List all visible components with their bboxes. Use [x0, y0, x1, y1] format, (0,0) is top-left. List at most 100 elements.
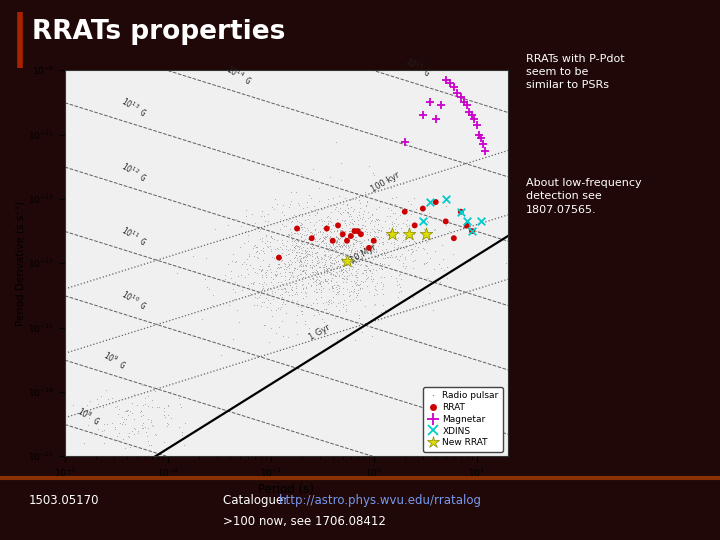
Point: [136, 421, 148, 429]
Point: [399, 137, 410, 146]
Point: [250, 289, 261, 298]
Point: [359, 261, 371, 269]
Point: [344, 210, 356, 219]
Point: [353, 237, 364, 245]
Point: [305, 228, 317, 237]
Point: [351, 235, 362, 244]
Point: [397, 231, 409, 240]
Point: [323, 268, 335, 277]
Point: [369, 237, 381, 246]
Point: [266, 247, 277, 255]
Point: [346, 247, 357, 255]
Point: [289, 246, 300, 255]
Point: [392, 280, 403, 289]
Point: [269, 205, 280, 213]
Point: [288, 243, 300, 252]
Point: [328, 246, 339, 254]
Point: [297, 203, 309, 212]
Point: [265, 323, 276, 332]
Point: [280, 242, 292, 251]
Point: [283, 230, 294, 239]
Point: [256, 271, 268, 279]
Point: [296, 239, 307, 248]
Point: [243, 252, 255, 261]
Point: [312, 279, 324, 288]
Point: [142, 392, 153, 400]
Point: [335, 226, 346, 235]
Point: [333, 257, 344, 266]
Point: [292, 199, 304, 207]
Point: [397, 258, 409, 267]
Point: [199, 275, 210, 284]
Point: [350, 273, 361, 281]
Point: [303, 323, 315, 332]
Point: [330, 200, 341, 209]
Point: [284, 261, 295, 269]
Point: [346, 245, 357, 253]
Point: [189, 267, 201, 275]
Point: [328, 267, 339, 275]
Point: [158, 411, 170, 420]
Point: [327, 284, 338, 292]
Point: [409, 271, 420, 280]
Point: [320, 227, 331, 235]
Point: [366, 277, 377, 286]
Point: [337, 248, 348, 256]
Point: [420, 230, 431, 239]
Point: [421, 217, 433, 226]
Point: [351, 248, 362, 257]
Point: [287, 237, 298, 245]
Point: [377, 262, 388, 271]
Point: [331, 233, 343, 241]
Point: [409, 242, 420, 251]
Point: [241, 255, 253, 264]
Point: [350, 293, 361, 301]
Point: [285, 187, 297, 196]
Point: [337, 256, 348, 265]
Point: [323, 233, 335, 242]
Point: [352, 265, 364, 273]
Point: [362, 249, 374, 258]
Point: [278, 294, 289, 303]
Point: [243, 281, 254, 290]
Point: [310, 276, 322, 285]
Point: [325, 299, 337, 307]
Point: [286, 291, 297, 299]
Point: [263, 284, 274, 292]
Point: [336, 158, 347, 167]
Point: [339, 227, 351, 235]
Point: [377, 248, 388, 257]
Point: [253, 293, 264, 301]
Point: [302, 238, 314, 246]
Point: [354, 296, 366, 305]
Point: [294, 252, 305, 260]
Point: [300, 288, 312, 297]
Point: [328, 226, 339, 235]
Point: [375, 226, 387, 235]
Point: [338, 241, 349, 249]
Point: [387, 222, 398, 231]
Point: [297, 261, 309, 270]
Point: [370, 252, 382, 261]
Point: [291, 255, 302, 264]
Point: [282, 333, 293, 341]
Point: [349, 224, 361, 232]
Point: [284, 225, 296, 233]
Point: [351, 252, 362, 260]
Point: [273, 253, 284, 262]
Point: [332, 234, 343, 242]
Point: [334, 298, 346, 306]
Point: [297, 248, 308, 257]
Point: [320, 224, 332, 232]
Point: [421, 237, 433, 245]
Point: [342, 203, 354, 212]
Point: [290, 282, 302, 291]
Point: [402, 221, 413, 230]
Point: [438, 266, 450, 274]
Point: [362, 236, 374, 245]
Point: [309, 311, 320, 320]
Point: [311, 259, 323, 267]
Point: [174, 400, 185, 408]
Point: [405, 250, 416, 259]
Point: [357, 213, 369, 222]
